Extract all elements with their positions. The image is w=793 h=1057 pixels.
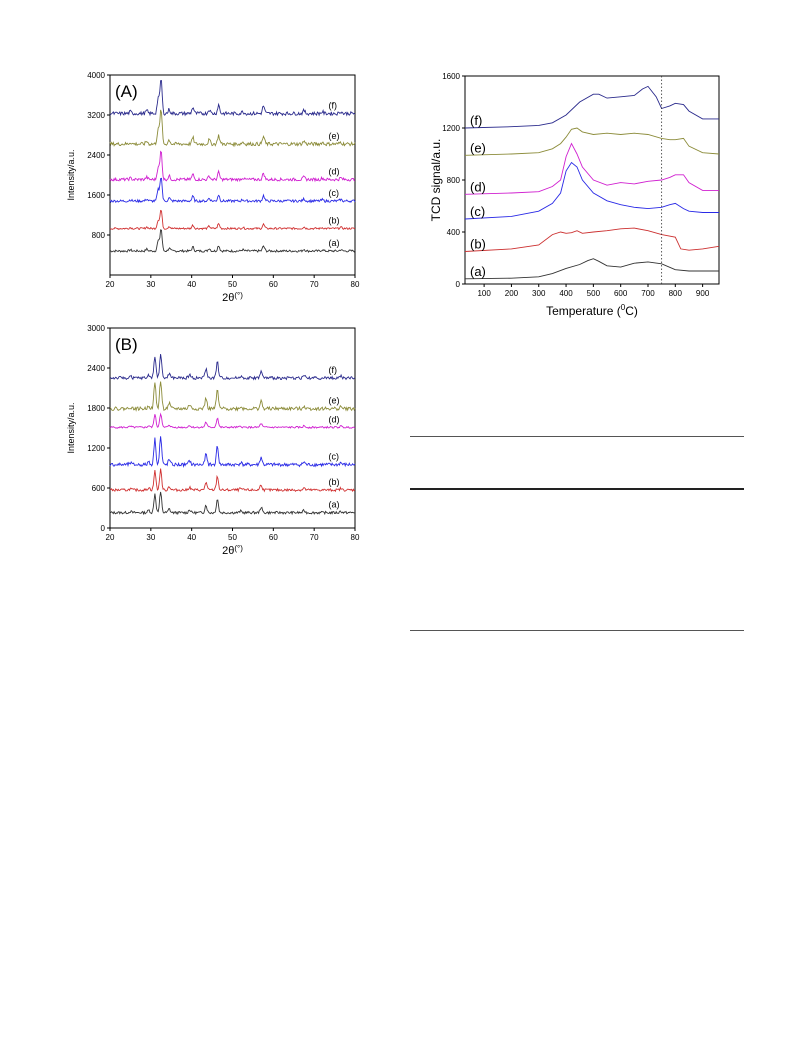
tpr-series-1: [464, 227, 720, 252]
xrd-b-series-0: [109, 491, 356, 516]
xrd-a-y-axis-label: Intensity/a.u.: [66, 149, 76, 200]
tpr-x-tick-label: 700: [641, 289, 655, 298]
tpr-y-tick-label: 800: [447, 176, 461, 185]
tpr-x-tick-label: 800: [669, 289, 683, 298]
tpr-series-5: [464, 85, 719, 129]
xrd-a-y-tick-label: 1600: [87, 191, 105, 200]
xrd-a-series-3: [109, 150, 356, 183]
tpr-x-axis-label-end: C): [625, 304, 638, 318]
xrd-a-y-tick-label: 800: [92, 231, 106, 240]
xrd-b-x-tick-label: 50: [228, 533, 237, 542]
xrd-b-y-tick-label: 1200: [87, 444, 105, 453]
tpr-series-3: [464, 142, 719, 195]
tpr-x-axis-label-sup: 0: [621, 303, 626, 312]
table-header-rule: [410, 488, 744, 490]
tpr-x-tick-label: 300: [532, 289, 546, 298]
xrd-b-y-tick-label: 3000: [87, 324, 105, 333]
tpr-series-label: (c): [470, 204, 485, 219]
xrd-b-series-label: (b): [328, 477, 339, 487]
xrd-a-x-axis-unit: (°): [234, 291, 243, 300]
xrd-a-panel-label: (A): [115, 82, 138, 101]
xrd-b-series-4: [109, 381, 356, 412]
tpr-plot-frame: [464, 75, 720, 285]
xrd-a-y-tick-label: 3200: [87, 111, 105, 120]
xrd-b-x-tick-label: 20: [106, 533, 115, 542]
xrd-b-x-tick-label: 30: [146, 533, 155, 542]
table-bottom-rule: [410, 630, 744, 631]
tpr-x-tick-label: 400: [559, 289, 573, 298]
xrd-b-series-label: (e): [328, 396, 339, 406]
tpr-series-label: (e): [470, 140, 486, 155]
xrd-b-panel-label: (B): [115, 335, 138, 354]
xrd-b-y-tick-label: 600: [92, 484, 106, 493]
xrd-b-series-label: (a): [328, 500, 339, 510]
xrd-b-x-axis-unit: (°): [234, 544, 243, 553]
xrd-a-series-label: (b): [328, 216, 339, 226]
xrd-a-series-4: [109, 109, 356, 148]
tpr-x-tick-label: 500: [587, 289, 601, 298]
table-top-rule: [410, 436, 744, 437]
xrd-a-series-label: (a): [328, 238, 339, 248]
xrd-a-x-tick-label: 20: [106, 280, 115, 289]
xrd-b-series-label: (f): [328, 365, 337, 375]
xrd-a-series-label: (f): [328, 101, 337, 111]
tpr-y-tick-label: 1200: [442, 124, 460, 133]
tpr-series-0: [464, 258, 719, 280]
tpr-x-axis-label-main: Temperature (: [546, 304, 621, 318]
tpr-x-tick-label: 600: [614, 289, 628, 298]
tpr-y-tick-label: 1600: [442, 72, 460, 81]
xrd-b-series-label: (d): [328, 414, 339, 424]
xrd-a-series-label: (e): [328, 131, 339, 141]
xrd-b-series-3: [109, 412, 356, 430]
tpr-y-tick-label: 400: [447, 228, 461, 237]
xrd-a-y-tick-label: 2400: [87, 151, 105, 160]
tpr-y-tick-label: 0: [456, 280, 461, 289]
tpr-x-tick-label: 900: [696, 289, 710, 298]
xrd-b-series-5: [109, 353, 356, 381]
xrd-b-y-tick-label: 0: [101, 524, 106, 533]
tpr-series-label: (d): [470, 179, 486, 194]
xrd-a-x-tick-label: 80: [351, 280, 360, 289]
xrd-a-series-label: (d): [328, 167, 339, 177]
tpr-series-4: [464, 127, 720, 156]
tpr-series-label: (b): [470, 237, 486, 252]
xrd-chart-b: 20 30 40 50 60 70 80 0 600 1200 1800 2400 3000 (a) (b)…: [66, 324, 360, 557]
xrd-b-x-tick-label: 60: [269, 533, 278, 542]
xrd-b-series-label: (c): [328, 452, 339, 462]
xrd-a-y-tick-label: 4000: [87, 71, 105, 80]
tpr-series-label: (a): [470, 264, 486, 279]
tpr-series-2: [464, 161, 719, 220]
xrd-b-y-tick-label: 2400: [87, 364, 105, 373]
tpr-chart: 100 200 300 400 500 600 700 800 900 0 400 800 1200 16…: [429, 72, 720, 318]
xrd-a-x-tick-label: 30: [146, 280, 155, 289]
xrd-a-x-axis-label: 2θ(°): [222, 291, 243, 304]
tpr-x-tick-label: 100: [477, 289, 491, 298]
xrd-a-x-tick-label: 60: [269, 280, 278, 289]
tpr-y-axis-label: TCD signal/a.u.: [429, 139, 443, 222]
xrd-b-x-tick-label: 80: [351, 533, 360, 542]
xrd-a-series-5: [109, 80, 356, 117]
tpr-x-axis-label: Temperature (0C): [546, 303, 638, 318]
xrd-b-series-1: [109, 468, 356, 493]
xrd-b-series-2: [109, 436, 356, 469]
tpr-x-tick-label: 200: [505, 289, 519, 298]
xrd-a-x-tick-label: 40: [187, 280, 196, 289]
xrd-b-y-axis-label: Intensity/a.u.: [66, 402, 76, 453]
xrd-a-series-1: [109, 209, 356, 231]
xrd-a-series-2: [109, 177, 356, 204]
xrd-a-x-tick-label: 50: [228, 280, 237, 289]
xrd-chart-a: 20 30 40 50 60 70 80 800 1600 2400 3200 4000 (a) (b) (…: [66, 71, 360, 304]
xrd-b-x-tick-label: 40: [187, 533, 196, 542]
xrd-b-y-tick-label: 1800: [87, 404, 105, 413]
xrd-a-series-0: [109, 229, 356, 253]
xrd-b-x-tick-label: 70: [310, 533, 319, 542]
xrd-b-x-axis-label: 2θ(°): [222, 544, 243, 557]
xrd-a-series-label: (c): [328, 188, 339, 198]
tpr-series-label: (f): [470, 113, 482, 128]
xrd-a-x-tick-label: 70: [310, 280, 319, 289]
